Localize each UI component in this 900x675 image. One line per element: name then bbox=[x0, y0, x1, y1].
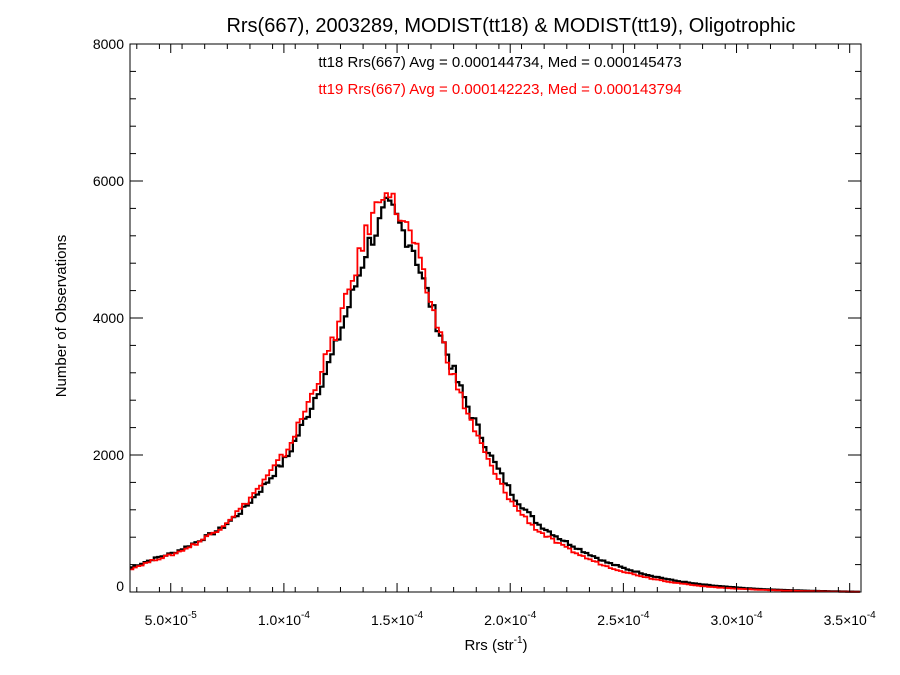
x-axis-label-main: Rrs (str bbox=[464, 637, 513, 654]
x-tick-label: 1.5×10-4 bbox=[371, 610, 424, 628]
series-layer bbox=[130, 192, 860, 593]
plot-frame bbox=[129, 43, 862, 593]
chart-title: Rrs(667), 2003289, MODIST(tt18) & MODIST… bbox=[226, 15, 795, 37]
x-axis-ticks: 5.0×10-5 1.0×10-4 1.5×10-4 2.0×10-4 2.5×10-4… bbox=[136, 44, 877, 628]
y-tick-label: 2000 bbox=[93, 447, 124, 463]
series-tt19-histogram bbox=[130, 192, 860, 593]
x-axis-label-close: ) bbox=[523, 637, 528, 654]
x-tick-label: 2.0×10-4 bbox=[484, 610, 537, 628]
series-tt18-histogram bbox=[130, 196, 860, 593]
y-axis-label: Number of Observations bbox=[53, 235, 70, 398]
x-tick-label: 1.0×10-4 bbox=[258, 610, 311, 628]
x-axis-label-sup: -1 bbox=[514, 635, 523, 646]
y-axis-ticks: 0 2000 4000 6000 8000 bbox=[93, 36, 861, 594]
annotation-tt19: tt19 Rrs(667) Avg = 0.000142223, Med = 0… bbox=[318, 81, 681, 98]
x-tick-label: 3.0×10-4 bbox=[710, 610, 763, 628]
annotation-tt18: tt18 Rrs(667) Avg = 0.000144734, Med = 0… bbox=[318, 54, 681, 71]
x-tick-label: 3.5×10-4 bbox=[824, 610, 877, 628]
y-tick-label: 8000 bbox=[93, 36, 124, 52]
y-tick-label: 4000 bbox=[93, 310, 124, 326]
x-tick-label: 2.5×10-4 bbox=[597, 610, 650, 628]
x-axis-label: Rrs (str-1) bbox=[464, 635, 527, 654]
x-tick-label: 5.0×10-5 bbox=[145, 610, 198, 628]
y-tick-label: 6000 bbox=[93, 173, 124, 189]
y-tick-label: 0 bbox=[116, 578, 124, 594]
